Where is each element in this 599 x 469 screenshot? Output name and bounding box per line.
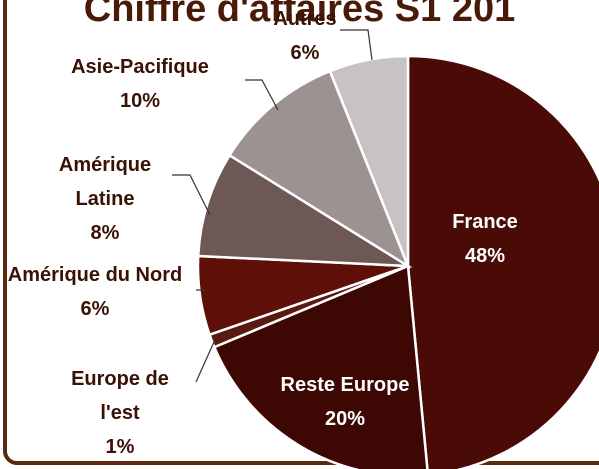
slice-label: Amérique Latine 8% [45, 148, 165, 250]
value-label: 48% [464, 245, 506, 267]
category-label: France [452, 211, 518, 233]
pie-slice [328, 54, 410, 267]
slice-label: Autres 6% [245, 2, 365, 70]
slice-label: Amérique du Nord 6% [0, 258, 190, 326]
value-label: 1% [105, 436, 135, 458]
category-label: Asie-Pacifique [71, 56, 209, 78]
value-label: 6% [290, 42, 320, 64]
category-label: Amérique Latine [58, 154, 152, 210]
pie-slice [406, 54, 599, 469]
leader-line [340, 29, 373, 61]
value-label: 20% [324, 408, 366, 430]
pie-slice [227, 69, 411, 270]
pie-slice [196, 153, 413, 268]
frame [3, 0, 599, 465]
leader-line [195, 341, 215, 383]
category-label: Reste Europe [280, 374, 410, 396]
chart-title: Chiffre d'affaires S1 201 [83, 0, 516, 30]
value-label: 8% [90, 222, 120, 244]
category-label: Amérique du Nord [7, 264, 183, 286]
category-label: Autres [273, 8, 337, 30]
slice-label: Reste Europe 20% [245, 368, 445, 436]
pie-slice [212, 264, 429, 469]
category-label: Europe de l'est [71, 368, 169, 424]
value-label: 6% [80, 298, 110, 320]
slice-label: Europe de l'est 1% [55, 362, 185, 464]
value-label: 10% [119, 90, 161, 112]
leader-line [172, 174, 211, 216]
slice-label: Asie-Pacifique 10% [30, 50, 250, 118]
slice-label: France 48% [410, 205, 560, 273]
leader-line [245, 79, 279, 111]
